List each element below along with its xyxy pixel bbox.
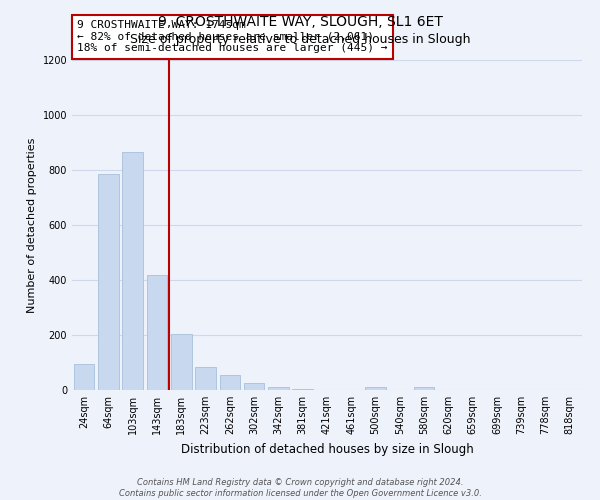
Bar — [146, 274, 167, 390]
Bar — [195, 366, 216, 390]
Bar — [292, 388, 313, 390]
Text: 9 CROSTHWAITE WAY: 174sqm
← 82% of detached houses are smaller (2,061)
18% of se: 9 CROSTHWAITE WAY: 174sqm ← 82% of detac… — [77, 20, 388, 54]
Bar — [414, 387, 434, 390]
Bar — [365, 387, 386, 390]
Bar — [171, 334, 191, 390]
Bar — [98, 174, 119, 390]
Y-axis label: Number of detached properties: Number of detached properties — [27, 138, 37, 312]
Text: 9, CROSTHWAITE WAY, SLOUGH, SL1 6ET: 9, CROSTHWAITE WAY, SLOUGH, SL1 6ET — [158, 15, 442, 29]
Text: Size of property relative to detached houses in Slough: Size of property relative to detached ho… — [130, 32, 470, 46]
Text: Contains HM Land Registry data © Crown copyright and database right 2024.
Contai: Contains HM Land Registry data © Crown c… — [119, 478, 481, 498]
Bar — [122, 152, 143, 390]
Bar — [268, 387, 289, 390]
Bar — [244, 383, 265, 390]
Bar — [220, 375, 240, 390]
Bar — [74, 364, 94, 390]
X-axis label: Distribution of detached houses by size in Slough: Distribution of detached houses by size … — [181, 442, 473, 456]
